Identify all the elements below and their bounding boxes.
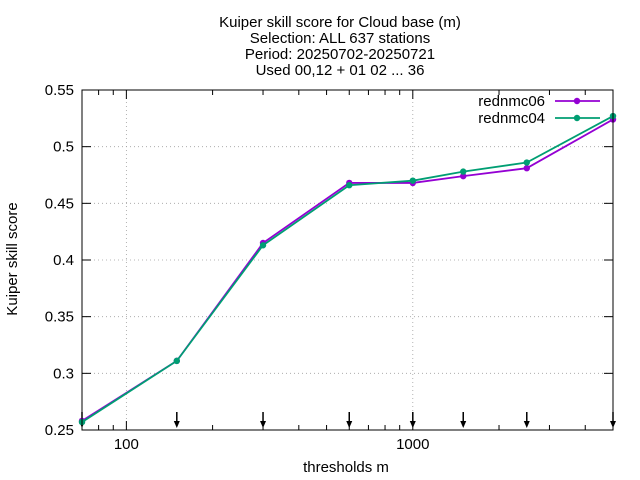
x-tick-label: 1000 xyxy=(396,436,429,453)
x-axis-label: thresholds m xyxy=(303,459,389,476)
legend-marker-rednmc04 xyxy=(573,114,581,122)
data-point-rednmc04 xyxy=(409,177,416,184)
threshold-marker-head xyxy=(460,421,467,428)
y-tick-label: 0.3 xyxy=(53,365,74,382)
series-line-rednmc04 xyxy=(81,115,614,423)
y-tick-label: 0.35 xyxy=(45,309,74,326)
title-line-1: Kuiper skill score for Cloud base (m) xyxy=(219,14,461,31)
y-axis-label: Kuiper skill score xyxy=(4,202,21,315)
title-line-2: Selection: ALL 637 stations xyxy=(250,30,430,47)
threshold-marker-head xyxy=(409,421,416,428)
grid xyxy=(82,90,613,430)
y-tick-label: 0.45 xyxy=(45,195,74,212)
threshold-marker-head xyxy=(173,421,180,428)
title-line-4: Used 00,12 + 01 02 ... 36 xyxy=(256,62,425,79)
y-tick-labels: 0.25 0.3 0.35 0.4 0.45 0.5 0.55 xyxy=(45,82,74,439)
y-tick-label: 0.25 xyxy=(45,422,74,439)
axis-ticks xyxy=(81,89,614,431)
series-group xyxy=(78,112,617,426)
series-line-rednmc06 xyxy=(81,118,614,422)
y-tick-label: 0.55 xyxy=(45,82,74,99)
plot-border xyxy=(81,89,614,431)
legend-label-rednmc06: rednmc06 xyxy=(478,93,545,110)
legend-label-rednmc04: rednmc04 xyxy=(478,110,545,127)
data-point-rednmc04 xyxy=(173,357,181,365)
data-point-rednmc06 xyxy=(460,172,467,180)
threshold-marker-head xyxy=(523,421,530,428)
y-tick-label: 0.4 xyxy=(53,252,74,269)
data-point-rednmc04 xyxy=(523,159,530,166)
data-point-rednmc04 xyxy=(259,242,267,249)
data-point-rednmc04 xyxy=(346,182,353,189)
title-line-3: Period: 20250702-20250721 xyxy=(245,46,435,63)
chart-title: Kuiper skill score for Cloud base (m) Se… xyxy=(219,14,461,79)
y-tick-label: 0.5 xyxy=(53,139,74,156)
x-tick-label: 100 xyxy=(114,436,139,453)
data-point-rednmc06 xyxy=(523,165,530,172)
threshold-marker-head xyxy=(260,421,267,428)
x-tick-labels: 100 1000 xyxy=(114,436,430,453)
data-point-rednmc04 xyxy=(460,168,467,175)
threshold-markers xyxy=(79,412,616,428)
threshold-marker-head xyxy=(346,421,353,428)
legend-marker-rednmc06 xyxy=(573,97,581,105)
